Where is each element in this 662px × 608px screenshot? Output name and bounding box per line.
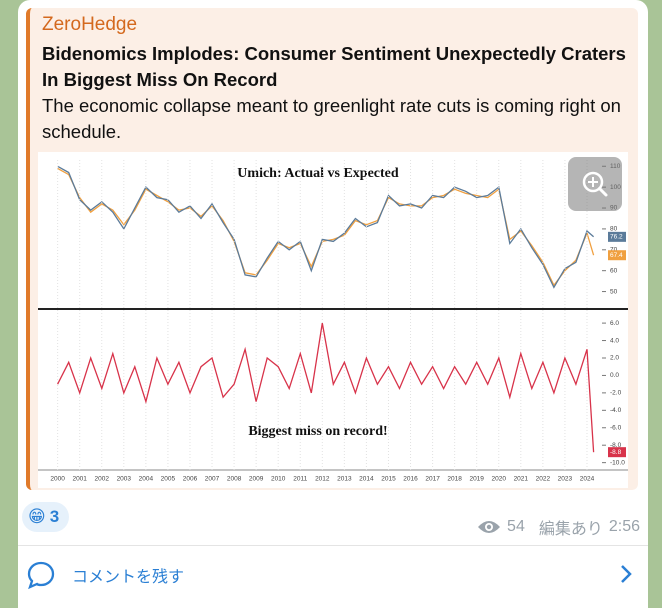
reaction-count: 3	[49, 507, 60, 526]
x-tick-label: 2011	[293, 476, 307, 483]
x-tick-label: 2007	[205, 476, 220, 483]
x-tick-label: 2008	[227, 476, 242, 483]
y-tick-label: -10.0	[610, 459, 625, 466]
x-tick-label: 2004	[139, 476, 154, 483]
reaction-emoji: 😁	[28, 507, 46, 526]
x-tick-label: 2005	[161, 476, 176, 483]
y-tick-label: 50	[610, 288, 618, 295]
chevron[interactable]	[616, 563, 636, 585]
end-label: 67.4	[610, 252, 623, 259]
panel-title: Umich: Actual vs Expected	[237, 166, 399, 181]
message-meta: 54 編集あり 2:56	[477, 515, 640, 539]
time: 2:56	[608, 518, 640, 535]
x-tick-label: 2014	[359, 476, 374, 483]
y-tick-label: 80	[610, 226, 618, 233]
x-tick-label: 2024	[580, 476, 595, 483]
x-tick-label: 2017	[425, 476, 440, 483]
y-tick-label: 60	[610, 267, 618, 274]
panel-title: Biggest miss on record!	[248, 424, 387, 439]
end-label-box	[608, 447, 626, 458]
end-label-box	[608, 231, 626, 242]
zoom-icon	[582, 171, 608, 197]
x-tick-label: 2001	[72, 476, 87, 483]
end-label: 76.2	[610, 234, 623, 241]
x-tick-label: 2002	[95, 476, 110, 483]
x-tick-label: 2015	[381, 476, 396, 483]
x-tick-label: 2006	[183, 476, 198, 483]
source: ZeroHedge	[42, 14, 138, 35]
preview-title: Bidenomics Implodes: Consumer Sentiment …	[42, 43, 626, 90]
y-tick-label: 70	[610, 247, 618, 254]
y-tick-label: 0.0	[610, 372, 619, 379]
edited: 編集あり	[538, 521, 603, 538]
preview-text: The economic collapse meant to greenligh…	[42, 95, 621, 142]
end-label-box	[608, 250, 626, 261]
y-tick-label: 6.0	[610, 320, 619, 327]
end-label: -8.8	[610, 449, 622, 456]
series-line	[57, 165, 595, 289]
series-line	[57, 322, 595, 453]
y-tick-label: -6.0	[610, 424, 622, 431]
x-tick-label: 2018	[447, 476, 462, 483]
y-tick-label: -2.0	[610, 390, 622, 397]
x-tick-label: 2022	[536, 476, 551, 483]
series-line	[57, 167, 595, 287]
chart-image: 5060708090100110Umich: Actual vs Expecte…	[38, 152, 628, 488]
x-tick-label: 2010	[271, 476, 286, 483]
y-tick-label: -4.0	[610, 407, 622, 414]
views-icon	[478, 521, 501, 533]
x-tick-label: 2019	[469, 476, 484, 483]
x-tick-label: 2003	[117, 476, 132, 483]
x-tick-label: 2009	[249, 476, 264, 483]
x-tick-label: 2021	[514, 476, 529, 483]
comment-icon	[27, 561, 55, 590]
views: 54	[507, 518, 525, 535]
x-tick-label: 2012	[315, 476, 330, 483]
y-tick-label: 2.0	[610, 355, 619, 362]
x-tick-label: 2020	[492, 476, 507, 483]
comment-button[interactable]: コメントを残す	[72, 569, 185, 586]
x-tick-label: 2023	[558, 476, 573, 483]
reaction[interactable]: 😁 3	[22, 502, 70, 532]
zoom-button[interactable]	[568, 157, 622, 211]
separator	[18, 545, 648, 546]
y-tick-label: -8.0	[610, 442, 622, 449]
x-tick-label: 2016	[403, 476, 418, 483]
y-tick-label: 4.0	[610, 337, 619, 344]
x-tick-label: 2000	[50, 476, 65, 483]
x-tick-label: 2013	[337, 476, 352, 483]
